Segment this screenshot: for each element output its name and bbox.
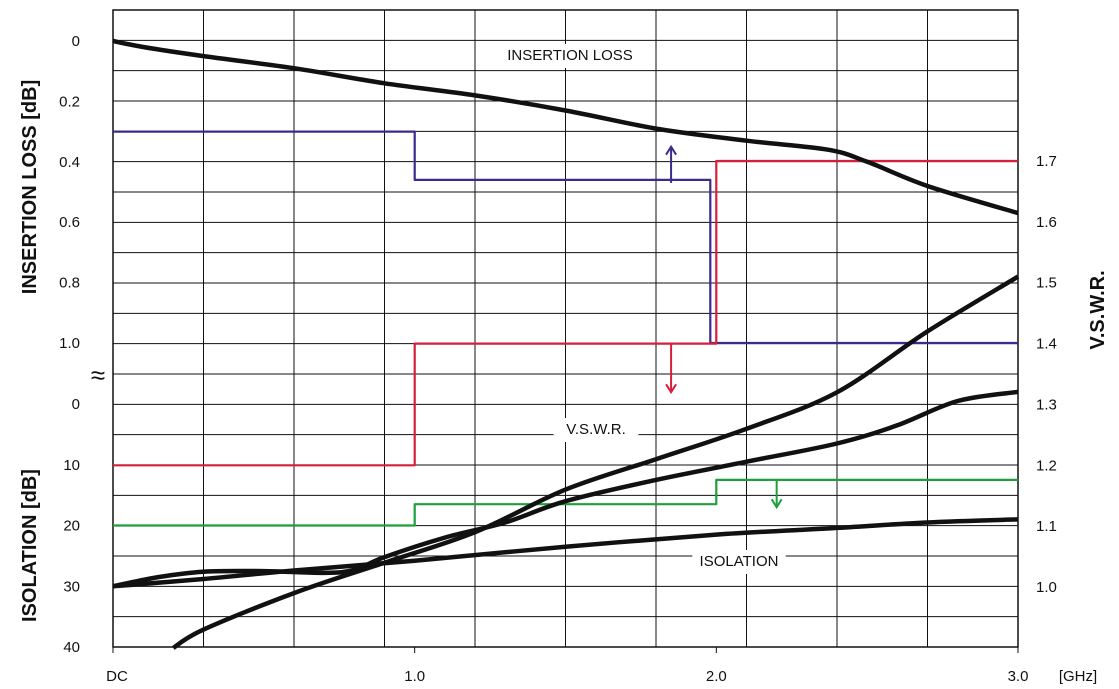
- vswr-tick-label: 1.3: [1036, 396, 1057, 413]
- vswr-annotation: V.S.W.R.: [553, 418, 639, 442]
- insertion-loss-tick-label: 0.2: [59, 93, 80, 110]
- insertion-loss-spec-arrow: [665, 144, 677, 183]
- insertion-loss-axis-title: INSERTION LOSS [dB]: [19, 80, 41, 294]
- isolation-tick-label: 30: [63, 578, 80, 595]
- isolation-tick-label: 0: [72, 396, 80, 413]
- isolation-vswr-lower-curve: [112, 389, 1019, 589]
- isolation-annotation: ISOLATION: [692, 550, 786, 574]
- axis-break-symbol: ≈: [91, 360, 105, 390]
- vswr-tick-label: 1.0: [1036, 579, 1057, 596]
- vswr-spec-arrow: [665, 343, 677, 395]
- isolation-tick-label: 40: [63, 639, 80, 656]
- x-tick-label: 2.0: [706, 668, 727, 685]
- vswr-spec-line: [113, 159, 1018, 467]
- insertion-loss-curve: [112, 38, 1019, 216]
- plot-series: [112, 38, 1020, 650]
- vswr-axis-title: V.S.W.R.: [1087, 270, 1109, 349]
- svg-text:ISOLATION: ISOLATION: [700, 553, 779, 570]
- isolation-spec-line: [113, 478, 1018, 527]
- frequency-unit-label: [GHz]: [1059, 668, 1097, 685]
- insertion-loss-tick-label: 1.0: [59, 335, 80, 352]
- vswr-tick-label: 1.2: [1036, 457, 1057, 474]
- vswr-curve: [172, 274, 1020, 650]
- vswr-tick-label: 1.5: [1036, 275, 1057, 292]
- isolation-curve: [112, 517, 1019, 589]
- isolation-tick-label: 10: [63, 457, 80, 474]
- insertion-loss-tick-label: 0.8: [59, 275, 80, 292]
- tick-labels: 0 0.2 0.4 0.6 0.8 1.0 0 10 20 30 40 1.0 1.1 1.2 1.3 1.4…: [59, 33, 1057, 685]
- svg-text:INSERTION LOSS: INSERTION LOSS: [507, 47, 633, 64]
- x-tick-label: DC: [106, 668, 128, 685]
- insertion-loss-annotation: INSERTION LOSS: [493, 44, 647, 68]
- x-tick-label: 3.0: [1008, 668, 1029, 685]
- grid: [112, 9, 1019, 653]
- isolation-spec-arrow: [770, 479, 783, 510]
- isolation-tick-label: 20: [63, 518, 80, 535]
- vswr-tick-label: 1.4: [1036, 336, 1057, 353]
- x-tick-label: 1.0: [404, 668, 425, 685]
- insertion-loss-spec-line: [113, 130, 1018, 345]
- axis-titles: INSERTION LOSS [dB] ISOLATION [dB] V.S.W…: [19, 80, 1109, 685]
- vswr-tick-label: 1.7: [1036, 153, 1057, 170]
- vswr-tick-label: 1.1: [1036, 518, 1057, 535]
- svg-text:V.S.W.R.: V.S.W.R.: [566, 421, 625, 438]
- insertion-loss-tick-label: 0: [72, 33, 80, 50]
- isolation-axis-title: ISOLATION [dB]: [19, 469, 41, 622]
- vswr-tick-label: 1.6: [1036, 214, 1057, 231]
- annotations: INSERTION LOSS V.S.W.R. ISOLATION: [493, 44, 786, 574]
- insertion-loss-tick-label: 0.6: [59, 214, 80, 231]
- insertion-loss-tick-label: 0.4: [59, 154, 80, 171]
